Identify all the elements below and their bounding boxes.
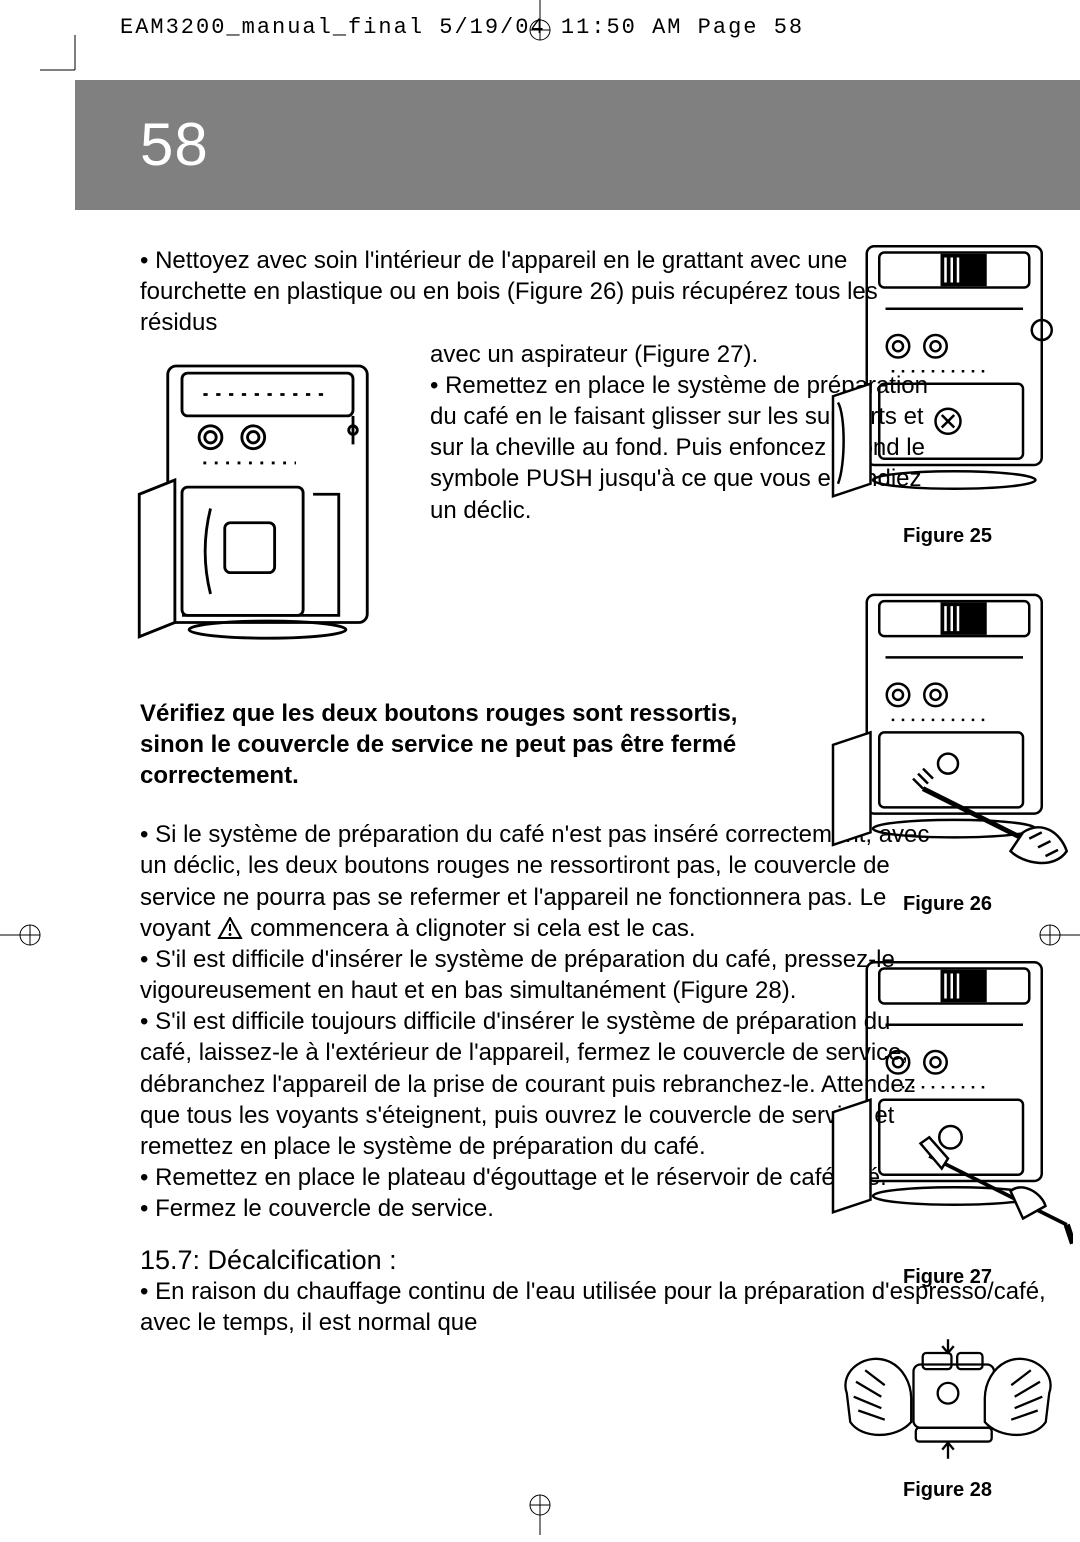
figure-28: Figure 28 <box>815 1329 1080 1502</box>
figure-caption: Figure 25 <box>815 525 1080 548</box>
text-run: commencera à clignoter si cela est le ca… <box>250 915 696 942</box>
manual-page: EAM3200_manual_final 5/19/04 11:50 AM Pa… <box>0 0 1080 1535</box>
figure-caption: Figure 27 <box>815 1266 1080 1289</box>
registration-mark-left <box>0 920 55 950</box>
page-number: 58 <box>140 110 209 179</box>
figure-caption: Figure 26 <box>815 893 1080 916</box>
figure-column: Figure 25 <box>815 240 1080 1542</box>
inline-figure-machine <box>125 351 410 666</box>
figure-27: Figure 27 <box>815 956 1080 1289</box>
page-header-band <box>75 80 1080 210</box>
warning-triangle-icon <box>217 917 243 939</box>
registration-mark-bottom <box>525 1480 555 1535</box>
figure-26: Figure 26 <box>815 588 1080 916</box>
bold-note: Vérifiez que les deux boutons rouges son… <box>140 698 780 792</box>
print-slug: EAM3200_manual_final 5/19/04 11:50 AM Pa… <box>120 15 804 40</box>
figure-25: Figure 25 <box>815 240 1080 548</box>
figure-caption: Figure 28 <box>815 1479 1080 1502</box>
